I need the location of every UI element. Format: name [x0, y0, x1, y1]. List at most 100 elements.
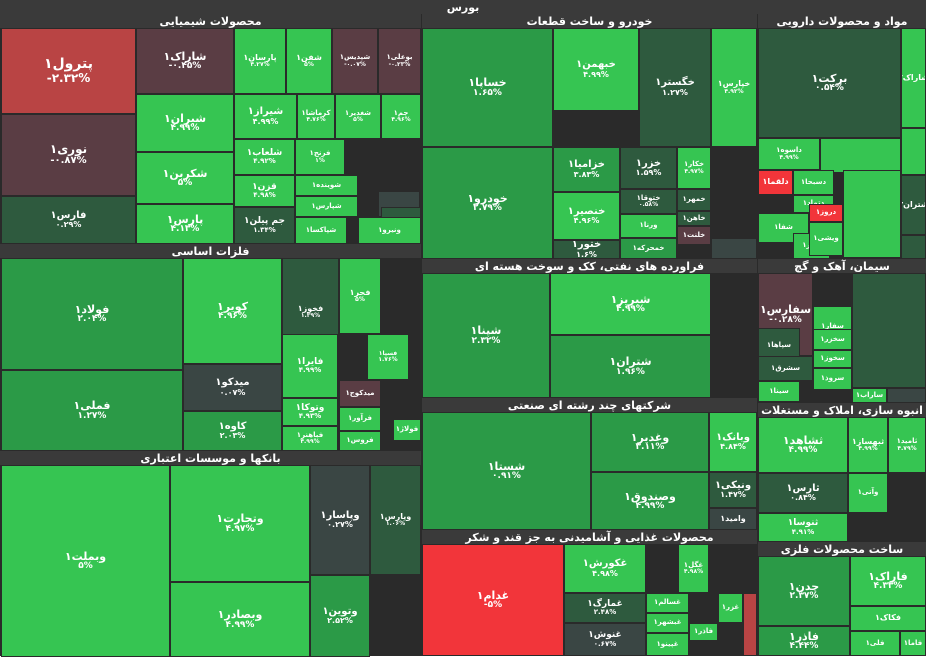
stock-tile[interactable]: شپنا۱ ۲.۳۲%: [422, 273, 550, 398]
stock-tile[interactable]: ختوقا۱ ۰.۵۸%: [620, 189, 677, 214]
stock-tile[interactable]: خودرو۱ ۲.۷۹%: [422, 147, 553, 259]
stock-tile[interactable]: ثارس۱ ۰.۸۴%: [758, 473, 848, 513]
stock-tile[interactable]: شکربن۱ ۵%: [136, 152, 234, 204]
stock-tile[interactable]: فارس۱ ۰.۲۹%: [1, 196, 136, 244]
stock-tile[interactable]: میدکو۱ ۰.۰۷%: [183, 364, 282, 411]
stock-tile[interactable]: وتوین۱ ۲.۵۲%: [310, 575, 370, 657]
stock-tile[interactable]: غزر۱: [718, 593, 743, 623]
stock-tile[interactable]: ختور۱ ۱.۶%: [553, 240, 620, 259]
stock-tile[interactable]: غپینو۱: [646, 633, 689, 656]
stock-tile[interactable]: فاذر۱: [689, 623, 718, 641]
stock-tile[interactable]: داسوه۱ ۴.۹۹%: [758, 138, 820, 170]
stock-tile[interactable]: شتران۱ ۱.۹۶%: [550, 335, 711, 398]
stock-tile[interactable]: فجر۱ ۵%: [339, 258, 381, 334]
stock-tile[interactable]: میدکوج۱: [339, 380, 381, 407]
stock-tile[interactable]: ورنا۱: [620, 214, 677, 238]
stock-tile[interactable]: وغدیر۱ ۳.۱۱%: [591, 412, 709, 472]
stock-tile[interactable]: جم پیلن۱ ۱.۳۴%: [234, 207, 295, 244]
stock-tile[interactable]: شفن۱ ۵%: [286, 28, 332, 94]
stock-tile[interactable]: ثبهساز۱ ۴.۹۹%: [848, 417, 888, 473]
stock-tile[interactable]: وبصادر۱ ۴.۹۹%: [170, 582, 310, 657]
stock-tile[interactable]: خزر۱ ۱.۵۹%: [620, 147, 677, 189]
stock-tile[interactable]: غنوش۱ ۰.۶۷%: [564, 623, 646, 656]
stock-tile[interactable]: سخوز۱: [813, 350, 852, 368]
stock-tile[interactable]: شلعاب۱ ۴.۹۲%: [234, 139, 295, 175]
stock-tile[interactable]: بوعلی۱ -۰.۲۳%: [378, 28, 421, 94]
stock-tile[interactable]: شغدیر۱ ۵%: [335, 94, 381, 139]
stock-tile[interactable]: کرماشا۱ ۴.۷۶%: [297, 94, 335, 139]
stock-tile[interactable]: شیراز۱ ۴.۹۹%: [234, 94, 297, 139]
stock-tile[interactable]: فسپا۱ ۱.۷۶%: [367, 334, 409, 380]
stock-tile[interactable]: کویر۱ ۴.۹۶%: [183, 258, 282, 364]
stock-tile[interactable]: نوری۱ -۰.۸۷%: [1, 114, 136, 196]
stock-tile[interactable]: وامید۱: [709, 508, 757, 530]
stock-tile[interactable]: فکاک۱: [850, 606, 926, 631]
stock-tile[interactable]: فاما۱: [900, 631, 926, 656]
stock-tile[interactable]: ساراب۱: [852, 388, 887, 403]
stock-tile[interactable]: پارس۱ ۴.۱۳%: [136, 204, 234, 244]
stock-tile[interactable]: سینا۱: [758, 381, 800, 402]
stock-tile[interactable]: شتران۲: [901, 175, 926, 235]
stock-tile[interactable]: فباهنر۱ ۴.۹۹%: [282, 426, 338, 451]
stock-tile[interactable]: خکار۱ ۴.۹۷%: [677, 147, 711, 189]
stock-tile[interactable]: کاوه۱ ۲.۰۳%: [183, 411, 282, 451]
stock-tile[interactable]: ونیرو۱: [358, 217, 421, 244]
stock-tile[interactable]: ثامید۱ ۴.۷۹%: [888, 417, 926, 473]
stock-tile[interactable]: ثشاهد۱ ۴.۹۹%: [758, 417, 848, 473]
stock-tile[interactable]: شوینده۱: [295, 175, 358, 196]
stock-tile[interactable]: دروز۱: [809, 204, 843, 222]
stock-tile[interactable]: دسبحا۱: [793, 170, 834, 195]
stock-tile[interactable]: وآتی۱: [848, 473, 888, 513]
stock-tile[interactable]: برکت۱ ۰.۵۴%: [758, 28, 901, 138]
stock-tile[interactable]: سروذ۱: [813, 368, 852, 390]
stock-tile[interactable]: وصندوق۱ ۴.۹۹%: [591, 472, 709, 530]
stock-tile[interactable]: ونیکی۱ ۱.۴۷%: [709, 472, 757, 508]
stock-tile[interactable]: خمحرکه۱: [620, 238, 677, 259]
stock-tile[interactable]: غمارگ۱ ۲.۴۸%: [564, 593, 646, 623]
stock-tile[interactable]: پترول۱ -۲.۳۲%: [1, 28, 136, 114]
stock-tile[interactable]: خمهر۱: [677, 189, 711, 211]
stock-tile[interactable]: غدام۱ -۵%: [422, 544, 564, 656]
stock-tile[interactable]: غگل۱ ۴.۹۸%: [678, 544, 709, 593]
stock-tile[interactable]: قزن۱ ۴.۹۸%: [234, 175, 295, 207]
stock-tile[interactable]: وتجارت۱ ۴.۹۷%: [170, 465, 310, 582]
stock-tile[interactable]: شستا۱ ۰.۹۱%: [422, 412, 591, 530]
stock-tile[interactable]: وبملت۱ ۵%: [1, 465, 170, 657]
stock-tile[interactable]: چدن۱ ۲.۳۷%: [758, 556, 850, 626]
stock-tile[interactable]: دلقما۱: [758, 170, 793, 195]
stock-tile[interactable]: فولاژ۱: [393, 419, 421, 441]
stock-tile[interactable]: ویشی۱: [809, 222, 843, 256]
stock-tile[interactable]: خساپا۱ ۱.۶۵%: [422, 28, 553, 147]
stock-tile[interactable]: شپدیس۱ -۰.۰۷%: [332, 28, 378, 94]
stock-tile[interactable]: فرنج۱ ۱%: [295, 139, 345, 175]
stock-tile[interactable]: غبشهر۱: [646, 613, 689, 633]
stock-tile[interactable]: فرآور۱: [339, 407, 381, 431]
stock-tile[interactable]: پارسان۱ ۴.۲۷%: [234, 28, 286, 94]
stock-tile[interactable]: وبانک۱ ۴.۸۴%: [709, 412, 757, 472]
stock-tile[interactable]: خاهن۱: [677, 211, 711, 226]
stock-tile[interactable]: شپارس۱: [295, 196, 358, 217]
stock-tile[interactable]: غکورش۱ ۴.۹۸%: [564, 544, 646, 593]
stock-tile[interactable]: فلی۱: [850, 631, 900, 656]
stock-tile[interactable]: خنصیر۱ ۴.۹۶%: [553, 192, 620, 240]
stock-tile[interactable]: ثنوسا۱ ۴.۹۱%: [758, 513, 848, 542]
stock-tile[interactable]: شپاکسا۱: [295, 217, 347, 244]
stock-tile[interactable]: سخزر۱: [813, 329, 852, 350]
stock-tile[interactable]: وتوکا۱ ۴.۹۳%: [282, 398, 338, 426]
stock-tile[interactable]: فاراک۱ ۴.۳۳%: [850, 556, 926, 606]
stock-tile[interactable]: فولاد۱ ۲.۰۴%: [1, 258, 183, 370]
stock-tile[interactable]: وپارس۱ ۱.۰۶%: [370, 465, 421, 575]
stock-tile[interactable]: شبریز۱ ۴.۹۹%: [550, 273, 711, 335]
stock-tile[interactable]: شاراک۱ -۰.۴۵%: [136, 28, 234, 94]
stock-tile[interactable]: خپارس۱ ۴.۹۲%: [711, 28, 757, 147]
stock-tile[interactable]: غسالم۱: [646, 593, 689, 613]
stock-tile[interactable]: فملی۱ ۱.۲۷%: [1, 370, 183, 451]
stock-tile[interactable]: خلنت۱: [677, 226, 711, 245]
stock-tile[interactable]: فاذر۱ ۴.۴۴%: [758, 626, 850, 656]
stock-tile[interactable]: سشرق۱: [758, 356, 813, 381]
stock-tile[interactable]: شاراک۲: [901, 28, 926, 128]
stock-tile[interactable]: وپاسار۱ ۰.۲۷%: [310, 465, 370, 575]
stock-tile[interactable]: فایرا۱ ۴.۹۹%: [282, 334, 338, 398]
stock-tile[interactable]: خبهمن۱ ۴.۹۹%: [553, 28, 639, 111]
stock-tile[interactable]: شیران۱ ۴.۹۹%: [136, 94, 234, 152]
